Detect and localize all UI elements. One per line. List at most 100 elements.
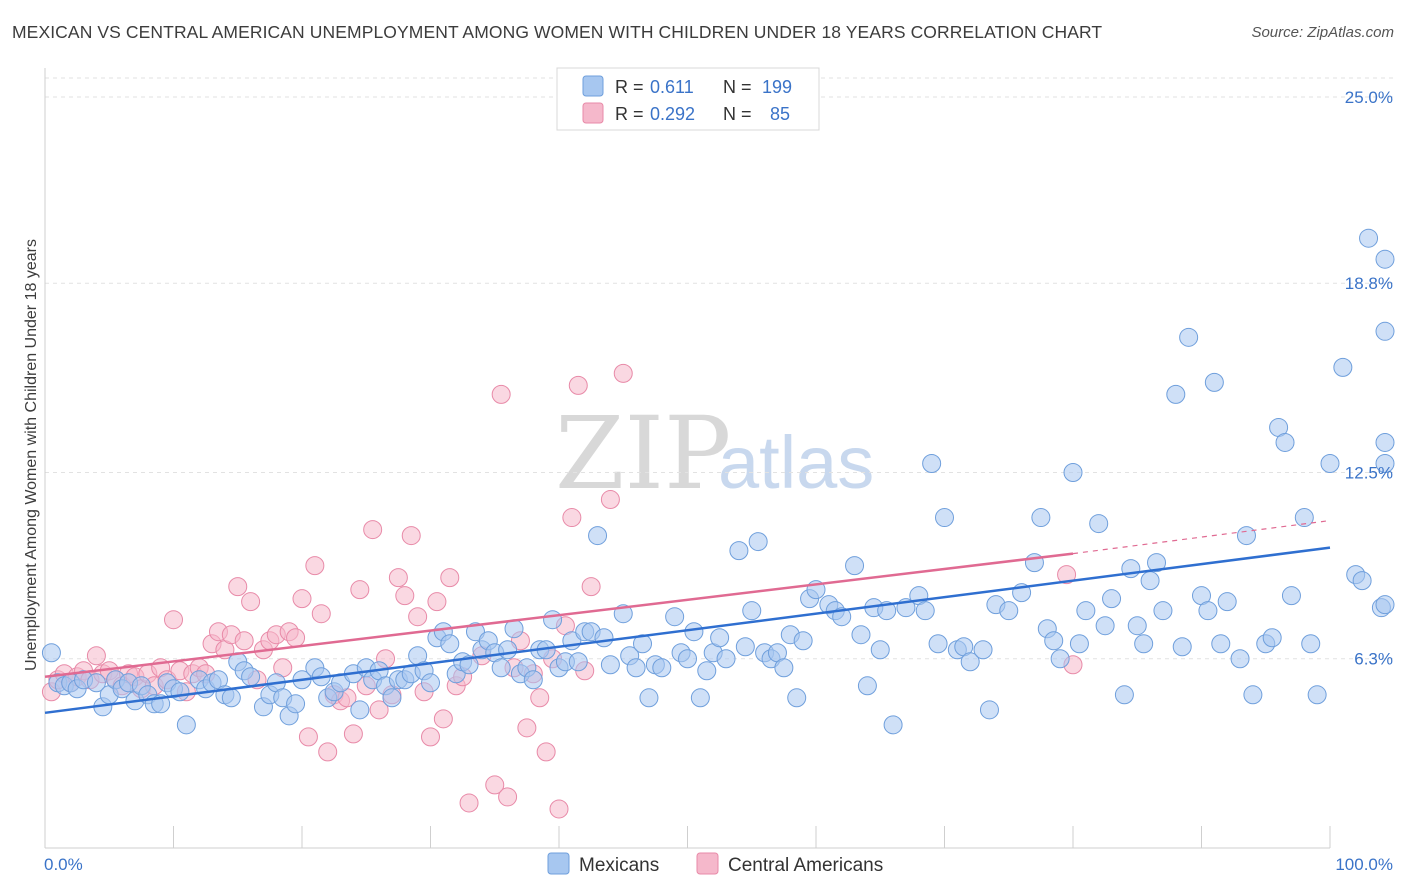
mexicans-point: [1375, 453, 1395, 473]
mexicans-point: [697, 661, 717, 681]
legend-swatch-central-americans: [582, 102, 604, 124]
legend-n-label-1: N =: [723, 77, 752, 97]
x-tick-label-max: 100.0%: [1335, 855, 1393, 874]
mexicans-point: [633, 634, 653, 654]
mexicans-point: [960, 652, 980, 672]
central-americans-point: [286, 628, 306, 648]
trend-lines: [44, 519, 1331, 715]
central-americans-point: [86, 646, 106, 666]
mexicans-point: [973, 640, 993, 660]
mexicans-point: [883, 715, 903, 735]
mexicans-point: [1198, 601, 1218, 621]
mexicans-point: [1281, 586, 1301, 606]
mexicans-point: [1166, 384, 1186, 404]
y-tick-label: 12.5%: [1345, 464, 1393, 483]
central-americans-point: [350, 580, 370, 600]
mexicans-point: [1172, 637, 1192, 657]
central-americans-point: [1057, 565, 1077, 585]
mexicans-point: [979, 700, 999, 720]
central-americans-point: [234, 631, 254, 651]
central-americans-point: [485, 775, 505, 795]
central-americans-point: [549, 799, 569, 819]
central-americans-point: [228, 577, 248, 597]
mexicans-point: [1095, 616, 1115, 636]
legend-r-label-2: R =: [615, 104, 644, 124]
bottom-legend-label-mexicans: Mexicans: [579, 855, 659, 876]
central-americans-point: [305, 556, 325, 576]
central-americans-point: [343, 724, 363, 744]
legend-swatch-mexicans: [582, 75, 604, 97]
mexicans-point: [221, 688, 241, 708]
mexicans-point: [1063, 463, 1083, 482]
mexicans-point: [851, 625, 871, 645]
central-americans-point: [427, 592, 447, 612]
mexicans-point: [1179, 327, 1199, 347]
bottom-legend-swatch-central-americans: [696, 852, 719, 875]
mexicans-point: [350, 700, 370, 720]
central-americans-point: [395, 586, 415, 606]
mexicans-point: [421, 673, 440, 693]
mexicans-point: [588, 526, 608, 546]
grid-lines: [45, 77, 1395, 660]
central-americans-point: [459, 793, 479, 813]
mexicans-point: [1147, 553, 1167, 573]
mexicans-point: [600, 655, 620, 675]
mexicans-point: [1320, 453, 1340, 473]
mexicans-point: [1333, 357, 1353, 377]
central-americans-trend-extension: [1072, 519, 1331, 555]
mexicans-point: [1375, 249, 1395, 269]
legend-n-value-1: 199: [762, 77, 792, 97]
central-americans-point: [536, 742, 556, 762]
mexicans-point: [652, 658, 672, 678]
mexicans-point: [1050, 649, 1070, 669]
mexicans-point: [1134, 634, 1154, 654]
mexicans-point: [748, 532, 768, 552]
mexicans-point: [1102, 589, 1122, 609]
y-axis-label: Unemployment Among Women with Children U…: [23, 239, 40, 671]
axes: [44, 68, 1331, 849]
mexicans-point: [999, 601, 1019, 621]
central-americans-point: [581, 577, 601, 597]
mexicans-point: [1217, 592, 1237, 612]
mexicans-point: [543, 610, 563, 630]
x-tick-label-min: 0.0%: [44, 855, 83, 874]
mexicans-point: [170, 682, 190, 702]
mexicans-point: [1076, 601, 1096, 621]
y-tick-label: 6.3%: [1354, 650, 1393, 669]
mexicans-point: [678, 649, 697, 669]
mexicans-point: [684, 622, 704, 642]
mexicans-point: [1301, 634, 1321, 654]
mexicans-point: [710, 628, 730, 648]
central-americans-point: [440, 568, 460, 588]
central-americans-point: [292, 589, 312, 609]
legend-r-value-1: 0.611: [650, 77, 694, 97]
y-tick-label: 25.0%: [1345, 88, 1393, 107]
mexicans-point: [845, 556, 865, 576]
central-americans-point: [530, 688, 550, 708]
mexicans-point: [1204, 372, 1224, 392]
mexicans-point: [1230, 649, 1250, 669]
legend-bottom: Mexicans Central Americans: [547, 852, 883, 876]
mexicans-point: [1294, 508, 1314, 528]
mexicans-point: [857, 676, 877, 696]
mexicans-point: [382, 688, 402, 708]
mexicans-point: [690, 688, 710, 708]
central-americans-point: [600, 490, 620, 510]
central-americans-trend-line: [44, 552, 1074, 679]
mexicans-point: [1375, 432, 1395, 452]
mexicans-point: [1375, 321, 1395, 341]
mexicans-point: [1307, 685, 1327, 705]
mexicans-point: [594, 628, 614, 648]
mexicans-point: [440, 634, 460, 654]
mexicans-point: [1140, 571, 1160, 591]
central-americans-point: [369, 700, 389, 720]
mexicans-point: [735, 637, 755, 657]
mexicans-point: [459, 655, 479, 675]
source-label: Source: ZipAtlas.com: [1251, 24, 1394, 41]
central-americans-point: [241, 592, 261, 612]
central-americans-point: [311, 604, 331, 624]
mexicans-point: [1275, 432, 1295, 452]
y-tick-labels: 6.3% 12.5% 18.8% 25.0%: [1345, 88, 1393, 669]
central-americans-point: [164, 610, 183, 630]
